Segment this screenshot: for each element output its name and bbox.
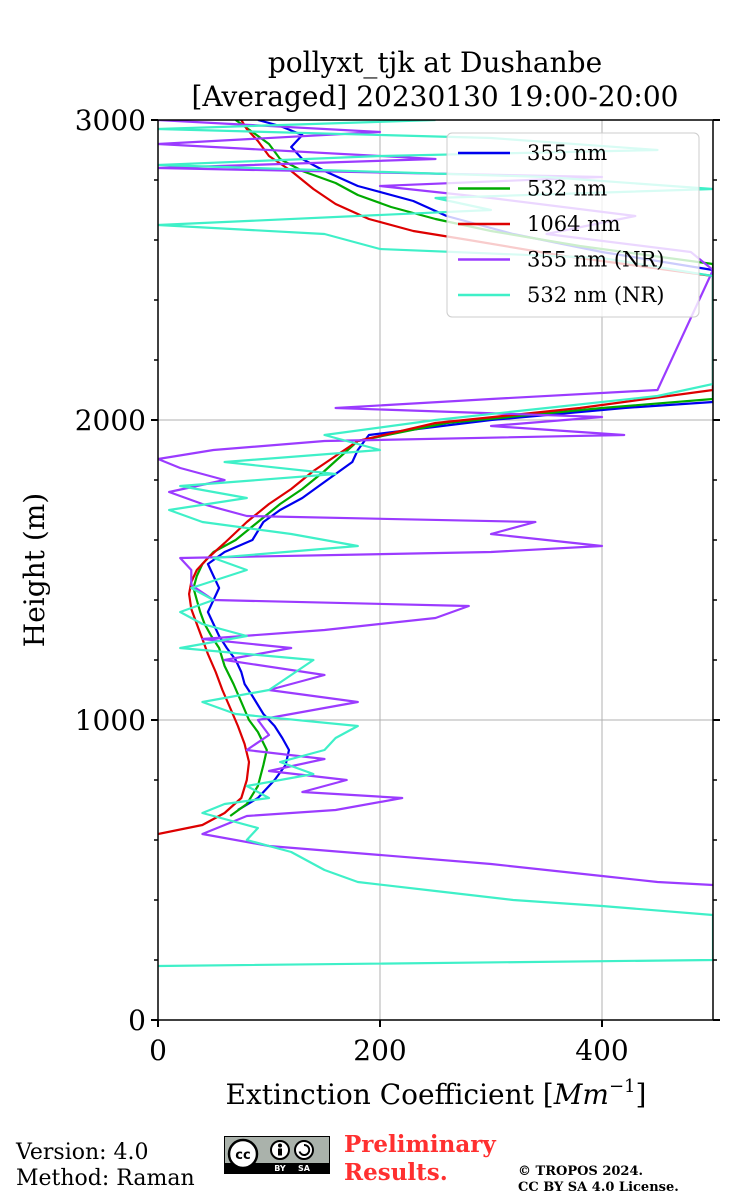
copyright-line1: © TROPOS 2024. (518, 1164, 644, 1179)
preliminary-line2: Results. (344, 1159, 448, 1186)
cc-license-badge: cc BY SA (224, 1136, 330, 1174)
x-tick-label-0: 0 (149, 1034, 167, 1067)
series-line-2 (158, 120, 713, 836)
sa-icon (294, 1140, 314, 1160)
x-axis-label: Extinction Coefficient [Mm−1] (226, 1076, 647, 1111)
legend-label-3: 355 nm (NR) (527, 248, 664, 272)
x-tick-label-1: 200 (353, 1034, 406, 1067)
legend-label-0: 355 nm (527, 141, 607, 165)
extinction-profile-chart: pollyxt_tjk at Dushanbe [Averaged] 20230… (18, 46, 720, 1111)
series-line-0 (206, 120, 713, 811)
preliminary-line1: Preliminary (344, 1131, 496, 1158)
method-text: Method: Raman (16, 1166, 195, 1191)
chart-title-line1: pollyxt_tjk at Dushanbe (268, 46, 602, 79)
y-tick-label-1: 1000 (75, 704, 146, 737)
series-line-4 (158, 120, 713, 968)
y-axis-label: Height (m) (18, 493, 51, 647)
legend-label-1: 532 nm (527, 177, 607, 201)
y-tick-label-2: 2000 (75, 404, 146, 437)
sa-label: SA (298, 1164, 311, 1173)
plot-frame (157, 119, 714, 1021)
y-tick-label-0: 0 (128, 1004, 146, 1037)
y-tick-label-3: 3000 (75, 104, 146, 137)
chart-title-line2: [Averaged] 20230130 19:00-20:00 (192, 80, 679, 113)
cc-icon (227, 1138, 259, 1170)
x-axis-label-exp: −1 (609, 1076, 636, 1097)
cc-icon-text: cc (235, 1148, 250, 1163)
copyright-line2: CC BY SA 4.0 License. (518, 1180, 679, 1195)
x-axis-label-close: ] (636, 1078, 647, 1111)
x-axis-label-text: Extinction Coefficient [ (226, 1078, 554, 1111)
legend-label-4: 532 nm (NR) (527, 283, 664, 307)
legend-box (446, 132, 700, 318)
legend-label-2: 1064 nm (527, 212, 621, 236)
chart-legend: 355 nm 532 nm 1064 nm 355 nm (NR) 532 nm (NR… (446, 132, 700, 318)
x-axis-label-unit: Mm (553, 1078, 609, 1111)
x-tick-label-2: 400 (575, 1034, 628, 1067)
series-line-1 (192, 120, 713, 817)
axis-ticks: 0 200 400 0 1000 2000 3000 (75, 104, 720, 1067)
version-text: Version: 4.0 (16, 1140, 149, 1165)
by-label: BY (274, 1164, 286, 1173)
